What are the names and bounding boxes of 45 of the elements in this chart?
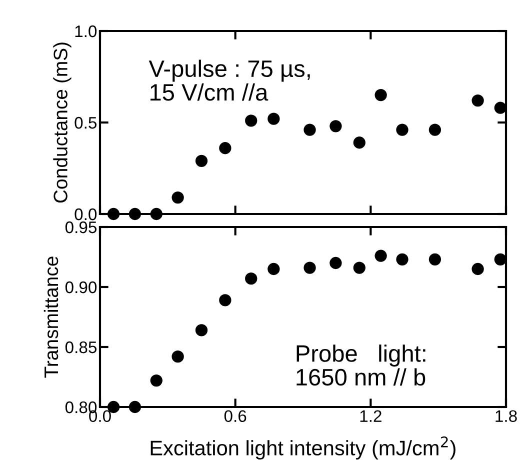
point	[219, 142, 232, 154]
y-tick-label: 0.95	[65, 221, 97, 234]
point	[330, 120, 342, 132]
point	[128, 400, 142, 414]
x-tick-label: 1.2	[360, 410, 382, 422]
point	[494, 102, 506, 114]
point	[472, 94, 484, 107]
point	[428, 124, 442, 136]
point	[374, 88, 387, 102]
y-tick-label: 0.5	[74, 116, 97, 129]
y-tick-label: 0.0	[74, 208, 97, 220]
point	[172, 350, 184, 363]
point	[396, 124, 408, 136]
point	[172, 191, 184, 204]
y-axis-title: Conductance (mS)	[53, 42, 72, 203]
point	[353, 136, 366, 149]
point	[195, 154, 208, 168]
x-tick-label: 0.6	[224, 410, 246, 422]
point	[219, 294, 232, 306]
annotation: V-pulse : 75 µs, 15 V/cm //a	[148, 60, 310, 101]
y-axis-title: Transmittance	[44, 256, 58, 378]
point	[428, 253, 442, 266]
point	[245, 272, 258, 285]
point	[150, 208, 162, 220]
point	[268, 262, 280, 276]
point	[150, 374, 162, 387]
point	[268, 112, 280, 125]
point	[472, 262, 484, 276]
point	[245, 114, 258, 127]
point	[374, 250, 387, 262]
annotation: Probe light: 1650 nm // b	[296, 344, 426, 386]
x-tick-label: 1.8	[496, 410, 517, 422]
point	[195, 324, 208, 336]
point	[304, 124, 316, 136]
point	[107, 208, 120, 220]
point	[304, 262, 316, 274]
point	[353, 262, 366, 274]
y-tick-label: 1.0	[75, 25, 97, 38]
y-tick-label: 0.85	[65, 341, 97, 354]
point	[330, 256, 342, 270]
x-axis-title: Excitation light intensity (mJ/cm$^{2}$)	[150, 436, 456, 460]
point	[128, 208, 142, 220]
point	[494, 253, 506, 266]
y-tick-label: 0.90	[65, 281, 97, 294]
point	[396, 253, 408, 266]
